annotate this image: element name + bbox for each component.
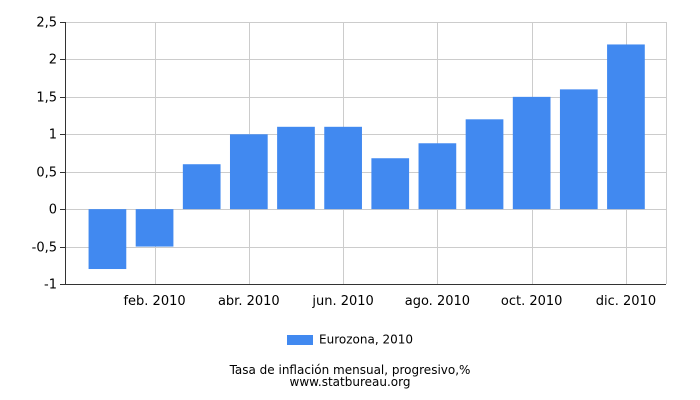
legend: Eurozona, 2010 xyxy=(0,332,700,347)
y-tick-label: -0,5 xyxy=(32,241,57,256)
source-url: www.statbureau.org xyxy=(289,375,411,389)
x-tick-label: jun. 2010 xyxy=(311,294,373,309)
bar xyxy=(607,44,645,210)
bar xyxy=(324,126,362,210)
bar xyxy=(465,119,504,210)
bars xyxy=(88,44,645,270)
y-tick-label: 1,5 xyxy=(36,91,57,106)
bar xyxy=(512,96,551,210)
chart-title: Tasa de inflación mensual, progresivo,% xyxy=(229,363,471,377)
bar xyxy=(559,89,598,210)
tick-labels: -1 -0,5 0 0,5 1 1,5 2 2,5 feb. 2010 abr. 2010 jun.… xyxy=(32,16,656,310)
y-tick-label: 0,5 xyxy=(36,166,57,181)
chart-caption: Tasa de inflación mensual, progresivo,% … xyxy=(0,364,700,388)
axes xyxy=(60,22,666,285)
x-tick-label: feb. 2010 xyxy=(123,294,185,309)
y-tick-label: -1 xyxy=(44,278,57,293)
bar xyxy=(277,126,315,210)
y-tick-label: 2,5 xyxy=(36,16,57,31)
y-tick-label: 1 xyxy=(49,128,57,143)
bar xyxy=(371,158,410,210)
y-tick-label: 0 xyxy=(49,203,57,218)
bar xyxy=(182,164,221,210)
legend-label: Eurozona, 2010 xyxy=(319,332,413,347)
y-tick-label: 2 xyxy=(49,53,57,68)
bar xyxy=(229,134,268,210)
bar xyxy=(135,209,174,247)
x-tick-label: dic. 2010 xyxy=(596,294,656,309)
legend-swatch xyxy=(287,334,314,345)
x-tick-label: ago. 2010 xyxy=(405,294,470,309)
x-tick-label: abr. 2010 xyxy=(218,294,280,309)
bar xyxy=(418,143,457,210)
x-tick-label: oct. 2010 xyxy=(501,294,563,309)
bar xyxy=(88,209,127,270)
